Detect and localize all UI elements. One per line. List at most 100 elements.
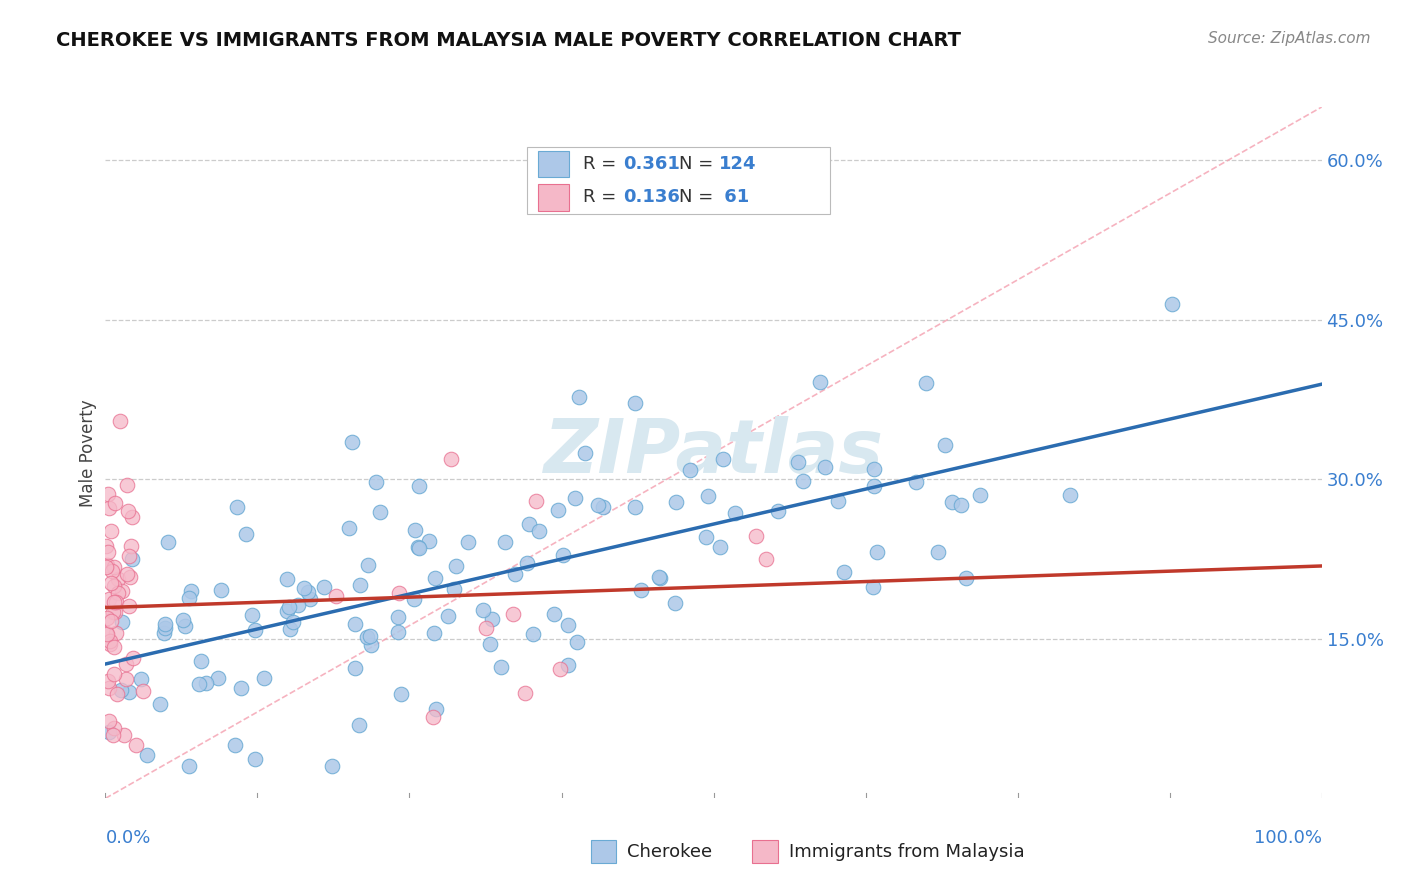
Point — [209, 582, 232, 597]
Point — [568, 390, 591, 404]
Point — [564, 491, 586, 506]
Point — [648, 571, 671, 585]
Point — [105, 687, 128, 701]
Point — [224, 738, 246, 752]
Point — [98, 633, 121, 648]
Point — [96, 611, 118, 625]
Point — [630, 583, 652, 598]
Point — [524, 493, 547, 508]
Point — [115, 567, 138, 582]
Point — [297, 585, 319, 599]
Point — [177, 591, 200, 605]
Point — [955, 571, 977, 585]
Point — [387, 625, 409, 640]
Point — [115, 672, 138, 686]
Point — [406, 540, 429, 554]
Point — [174, 619, 197, 633]
Point — [187, 677, 209, 691]
Point — [129, 672, 152, 686]
Point — [117, 503, 139, 517]
Point — [404, 523, 426, 537]
Text: 0.0%: 0.0% — [105, 830, 150, 847]
Point — [695, 530, 717, 544]
Point — [679, 463, 702, 477]
Point — [104, 496, 127, 510]
Point — [195, 676, 218, 690]
Point — [180, 584, 202, 599]
Point — [98, 592, 121, 607]
Point — [418, 533, 440, 548]
Point — [276, 572, 298, 586]
Point — [120, 570, 142, 584]
Point — [744, 529, 766, 543]
Text: N =: N = — [679, 188, 718, 206]
Point — [98, 681, 121, 696]
Point — [905, 475, 928, 489]
Point — [787, 455, 810, 469]
Point — [404, 591, 426, 606]
Point — [349, 718, 371, 732]
Point — [475, 621, 498, 635]
Point — [1161, 296, 1184, 310]
Point — [117, 549, 139, 564]
Point — [103, 667, 125, 681]
Point — [863, 461, 886, 475]
Point — [115, 657, 138, 672]
Text: 0.361: 0.361 — [623, 155, 679, 173]
Text: CHEROKEE VS IMMIGRANTS FROM MALAYSIA MALE POVERTY CORRELATION CHART: CHEROKEE VS IMMIGRANTS FROM MALAYSIA MAL… — [56, 31, 962, 50]
Point — [107, 572, 129, 586]
Point — [108, 414, 131, 428]
Point — [387, 609, 409, 624]
Point — [517, 517, 540, 532]
Point — [927, 545, 949, 559]
Point — [96, 486, 118, 500]
Point — [325, 589, 347, 603]
Point — [697, 489, 720, 503]
Point — [543, 607, 565, 621]
Point — [648, 570, 671, 584]
Text: 0.136: 0.136 — [623, 188, 679, 206]
Point — [337, 521, 360, 535]
Text: 124: 124 — [718, 155, 756, 173]
Point — [100, 614, 122, 628]
Point — [121, 552, 143, 566]
Text: R =: R = — [583, 188, 623, 206]
Point — [547, 503, 569, 517]
Point — [941, 495, 963, 509]
Point — [368, 505, 391, 519]
Point — [664, 596, 686, 610]
Text: 61: 61 — [718, 188, 749, 206]
Point — [360, 639, 382, 653]
Point — [364, 475, 387, 490]
Point — [98, 501, 121, 516]
Point — [755, 552, 778, 566]
Point — [94, 539, 117, 553]
Point — [862, 479, 884, 493]
Point — [207, 671, 229, 685]
Point — [553, 548, 575, 562]
Point — [287, 598, 309, 612]
Point — [724, 506, 747, 520]
Point — [478, 637, 501, 651]
Point — [471, 603, 494, 617]
Point — [132, 684, 155, 698]
Point — [516, 556, 538, 570]
Point — [343, 660, 366, 674]
Point — [440, 451, 463, 466]
Point — [359, 629, 381, 643]
Point — [107, 586, 129, 600]
Point — [505, 567, 527, 582]
Point — [357, 558, 380, 572]
Point — [105, 625, 128, 640]
Point — [122, 651, 145, 665]
Text: Immigrants from Malaysia: Immigrants from Malaysia — [789, 843, 1025, 861]
Text: Source: ZipAtlas.com: Source: ZipAtlas.com — [1208, 31, 1371, 46]
Point — [243, 752, 266, 766]
Point — [321, 759, 343, 773]
Point — [494, 534, 516, 549]
Point — [792, 475, 814, 489]
Point — [557, 658, 579, 673]
Point — [125, 738, 148, 752]
Point — [548, 662, 571, 676]
Point — [624, 500, 647, 514]
